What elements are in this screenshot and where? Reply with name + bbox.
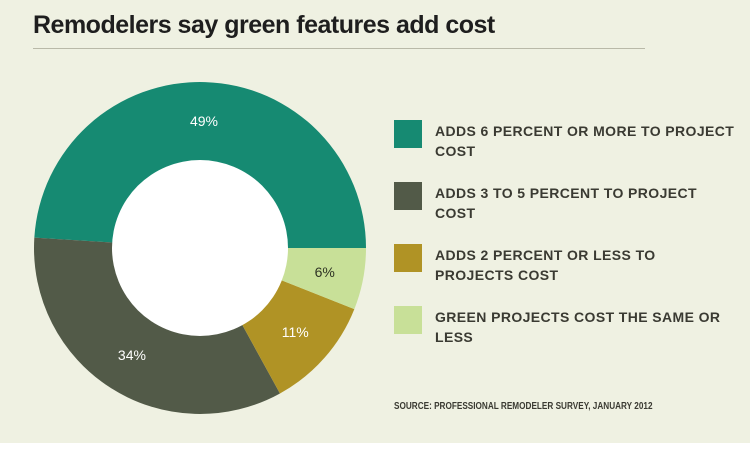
legend-label: ADDS 6 PERCENT OR MORE TO PROJECT COST bbox=[435, 123, 735, 159]
legend-label: GREEN PROJECTS COST THE SAME OR LESS bbox=[435, 309, 721, 345]
legend-item-6-percent-or-more: ADDS 6 PERCENT OR MORE TO PROJECT COST bbox=[394, 120, 734, 170]
slice-value-label: 11% bbox=[282, 324, 309, 340]
legend-item-3-to-5-percent: ADDS 3 TO 5 PERCENT TO PROJECT COST bbox=[394, 182, 734, 232]
legend-swatch bbox=[394, 244, 422, 272]
legend-swatch bbox=[394, 306, 422, 334]
slice-value-label: 49% bbox=[190, 113, 218, 129]
legend-item-same-or-less: GREEN PROJECTS COST THE SAME OR LESS bbox=[394, 306, 734, 356]
slice-value-label: 6% bbox=[315, 264, 335, 280]
title-divider bbox=[33, 48, 645, 49]
legend-swatch bbox=[394, 120, 422, 148]
donut-hole bbox=[112, 160, 288, 336]
legend-label: ADDS 3 TO 5 PERCENT TO PROJECT COST bbox=[435, 185, 697, 221]
slice-value-label: 34% bbox=[118, 347, 146, 363]
chart-title: Remodelers say green features add cost bbox=[33, 11, 495, 39]
legend-swatch bbox=[394, 182, 422, 210]
legend-item-2-percent-or-less: ADDS 2 PERCENT OR LESS TO PROJECTS COST bbox=[394, 244, 734, 294]
legend-label: ADDS 2 PERCENT OR LESS TO PROJECTS COST bbox=[435, 247, 656, 283]
source-note: SOURCE: PROFESSIONAL REMODELER SURVEY, J… bbox=[394, 401, 653, 412]
